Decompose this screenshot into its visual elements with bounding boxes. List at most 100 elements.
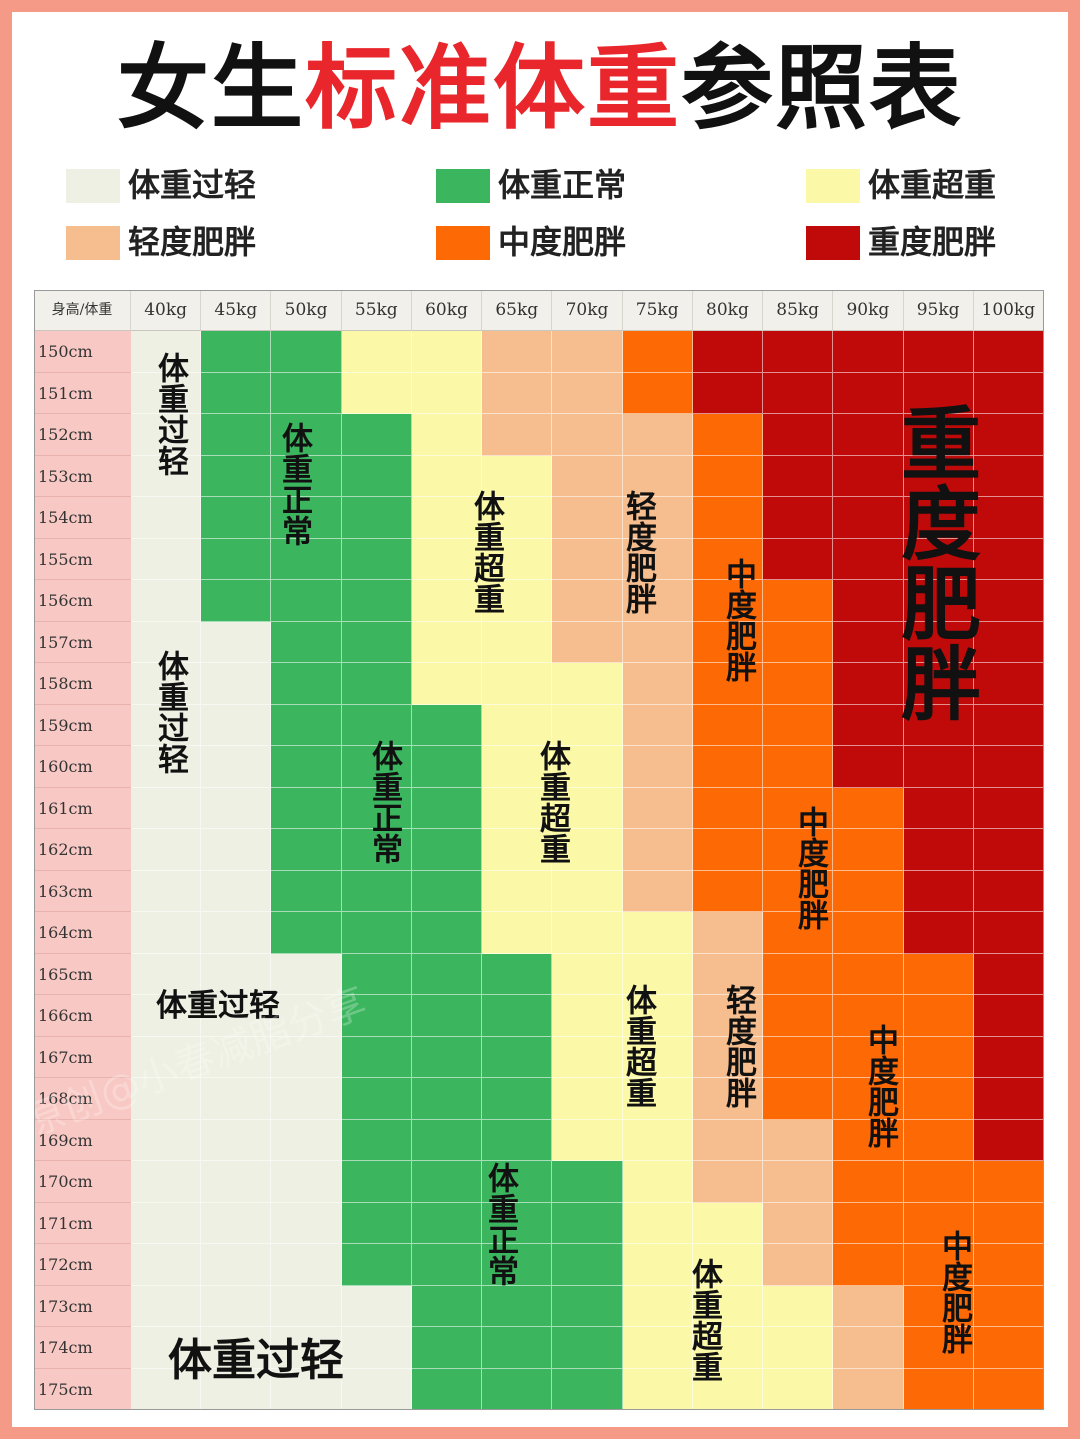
table-cell [622, 953, 693, 995]
table-cell [973, 829, 1044, 871]
table-cell [622, 497, 693, 539]
weight-header: 40kg [131, 290, 202, 331]
table-cell [411, 497, 483, 539]
table-cell [552, 331, 623, 373]
height-label: 175cm [34, 1368, 131, 1410]
table-cell [271, 331, 342, 373]
table-cell [271, 1368, 342, 1410]
table-cell [482, 1368, 553, 1410]
table-cell [341, 1119, 412, 1161]
table-cell [552, 455, 623, 497]
table-cell [201, 1368, 272, 1410]
table-cell [271, 1078, 342, 1120]
table-cell [692, 621, 764, 663]
table-cell [482, 1119, 553, 1161]
table-cell [833, 1327, 904, 1369]
table-cell [622, 870, 693, 912]
table-cell [131, 953, 202, 995]
table-cell [763, 746, 834, 788]
table-cell [763, 1202, 834, 1244]
table-cell [903, 787, 974, 829]
table-cell [271, 1327, 342, 1369]
table-cell [622, 787, 693, 829]
table-cell [763, 1285, 834, 1327]
table-cell [763, 870, 834, 912]
table-cell [271, 870, 342, 912]
table-cell [622, 580, 693, 622]
table-cell [201, 912, 272, 954]
height-label: 158cm [34, 663, 131, 705]
table-cell [271, 538, 342, 580]
table-cell [833, 580, 904, 622]
table-cell [973, 538, 1044, 580]
table-cell [411, 746, 483, 788]
table-cell [482, 1244, 553, 1286]
table-cell [482, 1036, 553, 1078]
legend-swatch-normal [436, 169, 490, 203]
table-cell [833, 414, 904, 456]
table-cell [692, 1036, 764, 1078]
table-cell [411, 663, 483, 705]
table-cell [692, 787, 764, 829]
table-cell [411, 1285, 483, 1327]
height-label: 156cm [34, 580, 131, 622]
table-cell [552, 580, 623, 622]
table-cell [482, 995, 553, 1037]
zone-label-moderate-obesity-2: 中度肥胖 [792, 806, 828, 930]
table-cell [552, 870, 623, 912]
table-cell [763, 621, 834, 663]
table-cell [201, 704, 272, 746]
table-cell [763, 331, 834, 373]
table-cell [482, 829, 553, 871]
table-cell [201, 995, 272, 1037]
table-cell [411, 953, 483, 995]
table-cell [833, 870, 904, 912]
table-cell [341, 455, 412, 497]
table-cell [833, 787, 904, 829]
table-cell [903, 704, 974, 746]
table-cell [131, 787, 202, 829]
table-cell [692, 704, 764, 746]
table-cell [973, 1078, 1044, 1120]
table-cell [763, 1368, 834, 1410]
table-cell [692, 870, 764, 912]
table-cell [903, 1202, 974, 1244]
zone-label-mild-obesity-1: 轻度肥胖 [620, 490, 656, 614]
table-cell [833, 538, 904, 580]
table-cell [833, 621, 904, 663]
table-cell [201, 829, 272, 871]
table-cell [271, 995, 342, 1037]
height-label: 163cm [34, 870, 131, 912]
table-cell [903, 1078, 974, 1120]
table-cell [692, 497, 764, 539]
table-cell [131, 1285, 202, 1327]
table-cell [201, 1161, 272, 1203]
table-cell [482, 580, 553, 622]
table-cell [341, 414, 412, 456]
table-cell [763, 704, 834, 746]
table-cell [341, 1285, 412, 1327]
table-cell [552, 1368, 623, 1410]
height-label: 159cm [34, 704, 131, 746]
table-corner-header: 身高/体重 [34, 290, 131, 331]
table-cell [341, 704, 412, 746]
table-cell [131, 1202, 202, 1244]
table-cell [903, 497, 974, 539]
table-cell [903, 829, 974, 871]
table-cell [622, 414, 693, 456]
table-cell [341, 663, 412, 705]
table-cell [622, 1327, 693, 1369]
table-cell [411, 1161, 483, 1203]
weight-header: 85kg [763, 290, 834, 331]
table-cell [692, 663, 764, 705]
table-cell [692, 372, 764, 414]
table-cell [973, 414, 1044, 456]
table-cell [763, 1244, 834, 1286]
table-cell [411, 538, 483, 580]
table-cell [622, 746, 693, 788]
table-cell [692, 1078, 764, 1120]
table-cell [411, 621, 483, 663]
table-cell [763, 414, 834, 456]
table-cell [131, 1327, 202, 1369]
legend-label-overweight: 体重超重 [868, 166, 997, 204]
